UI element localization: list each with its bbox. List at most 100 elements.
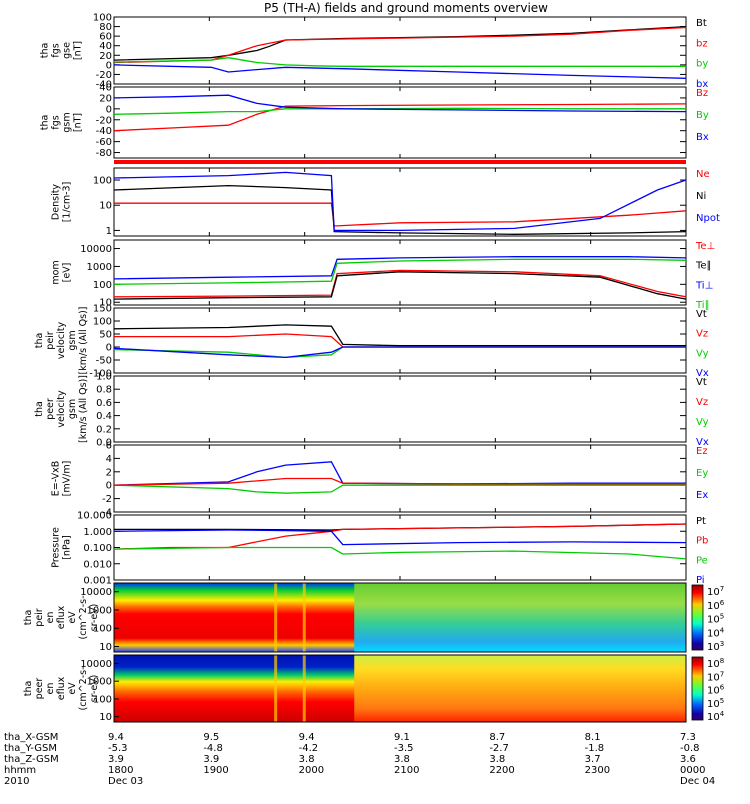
series-Te∥ <box>113 271 687 300</box>
ephem-value: -1.8 <box>585 743 605 754</box>
ytick-label: 60 <box>99 32 112 43</box>
ylabel-efield: E=-VxB [mV/m] <box>51 461 73 497</box>
ylabel-line: tha <box>23 681 34 697</box>
legend-density: Ne Ni Npot <box>696 169 720 224</box>
ytick-label: 50 <box>99 330 112 341</box>
ytick-label: 4 <box>106 454 112 465</box>
ylabel-peir_velocity: tha peir velocity gsm [km/s (All Qs)] <box>34 307 89 375</box>
ephem-value: 7.3 <box>680 732 696 743</box>
ylabel-line: [eV] <box>62 263 73 283</box>
ytick-label: 10 <box>99 642 112 653</box>
legend-entry: Bz <box>696 88 708 99</box>
legend-entry: by <box>696 59 708 70</box>
streak <box>274 655 278 722</box>
legend-entry: Ti∥ <box>695 300 710 311</box>
ylabel-line: en <box>45 683 56 695</box>
legend-entry: Ni <box>696 191 706 202</box>
colorbar-tick: 105 <box>707 697 724 710</box>
series-by <box>113 57 686 67</box>
ylabel-density: Density [1/cm-3] <box>51 182 73 223</box>
ephem-value: -0.8 <box>680 743 700 754</box>
colorbar-scale <box>691 584 704 651</box>
ylabel-peer_velocity: tha peer velocity gsm [km/s (All Qs)] <box>34 375 89 443</box>
ylabel-line: eflux <box>56 605 67 629</box>
ephem-value: 9.4 <box>299 732 315 743</box>
ephem-value: 9.4 <box>108 732 124 743</box>
ytick-label: 0.001 <box>83 576 112 587</box>
ylabel-line: tha <box>40 115 51 131</box>
ylabel-line: velocity <box>56 390 67 428</box>
ytick-label: 20 <box>99 51 112 62</box>
ytick-label: 100 <box>93 176 112 187</box>
panel-frame <box>113 444 687 513</box>
ytick-label: 1000 <box>87 262 112 273</box>
ytick-label: 100 <box>93 624 112 635</box>
colorbar-tick: 104 <box>707 626 725 639</box>
ephem-value: -3.5 <box>394 743 414 754</box>
ephem-value: -4.2 <box>299 743 319 754</box>
plot-area-peir_velocity: 150 100 50 0 -50 -100 <box>89 304 687 380</box>
ylabel-line: [1/cm-3] <box>62 182 73 223</box>
legend-entry: Ey <box>696 468 708 479</box>
panel-frame <box>113 375 687 443</box>
plot-area-pressure: 10.000 1.000 0.100 0.010 0.001 <box>77 511 687 587</box>
ytick-label: 0 <box>106 481 112 492</box>
legend-entry: bz <box>696 38 708 49</box>
ytick-label: 0.6 <box>96 398 112 409</box>
legend-entry: Bt <box>696 18 707 29</box>
legend-fgs_gsm: Bz By Bx <box>696 88 709 143</box>
ytick-label: 0.8 <box>96 385 112 396</box>
ylabel-peir_eflux: tha peir en eflux eV (cm^2-s-sr-eV) <box>23 596 100 640</box>
ytick-label: 1000 <box>87 677 112 688</box>
panel-peir_eflux: tha peir en eflux eV (cm^2-s-sr-eV)1000010001… <box>23 582 725 653</box>
ytick-label: -2 <box>102 494 112 505</box>
series-Ti⊥ <box>113 256 687 280</box>
panel-density: Density [1/cm-3] 100 10 1 Ne Ni Npot <box>51 167 720 237</box>
ephem-value: 9.1 <box>394 732 410 743</box>
ylabel-line: [nPa] <box>62 535 73 560</box>
ylabel-line: tha <box>34 333 45 349</box>
legend-peer_velocity: Vt Vz Vy Vx <box>696 377 709 448</box>
colorbar-tick: 106 <box>707 684 725 697</box>
ytick-label: -100 <box>89 369 112 380</box>
plot-area-efield: 6 4 2 0 -2 -4 <box>102 441 687 519</box>
ylabel-fgs_gse: tha fgs gse [nT] <box>40 41 84 60</box>
ytick-label: 80 <box>99 22 112 33</box>
legend-entry: Pe <box>696 555 708 566</box>
legend-entry: By <box>696 110 709 121</box>
panel-peer_eflux: tha peer en eflux eV (cm^2-s-sr-eV)1000010001… <box>23 654 725 723</box>
legend-entry: Vt <box>696 377 707 388</box>
series-Vt <box>113 324 686 347</box>
legend-entry: Vt <box>696 309 707 320</box>
ylabel-fgs_gsm: tha fgs gsm [nT] <box>40 112 84 132</box>
ylabel-line: fgs <box>51 115 62 129</box>
ylabel-line: gsm <box>62 112 73 132</box>
streak <box>302 583 306 652</box>
streak <box>302 655 306 722</box>
legend-fgs_gse: Bt bz by bx <box>696 18 708 90</box>
ylabel-peer_eflux: tha peer en eflux eV (cm^2-s-sr-eV) <box>23 667 100 711</box>
series-bz <box>113 26 687 64</box>
ephem-value: 2200 <box>489 765 514 776</box>
ylabel-line: [mV/m] <box>62 461 73 497</box>
ylabel-pressure: Pressure [nPa] <box>51 527 73 568</box>
legend-peir_velocity: Vt Vz Vy Vx <box>696 309 709 379</box>
legend-entry: Ez <box>696 446 708 457</box>
series-Ne <box>114 202 687 227</box>
panels: tha fgs gse [nT]100806040200-20-40Btbzbybxt… <box>23 13 725 724</box>
ephem-row-label: tha_Y-GSM <box>4 743 57 754</box>
legend-entry: Vx <box>696 437 709 448</box>
ytick-label: 10 <box>99 712 112 723</box>
plot-area-density: 100 10 1 <box>93 167 687 237</box>
ytick-label: 0 <box>106 104 112 115</box>
legend-entry: Npot <box>696 213 720 224</box>
legend-entry: Vz <box>696 329 708 340</box>
ylabel-line: gsm <box>67 399 78 419</box>
panel-pressure: Pressure [nPa] 10.000 1.000 0.100 0.010 0.001 P… <box>51 511 709 587</box>
ytick-label: -20 <box>96 70 112 81</box>
ytick-label: 0.0 <box>96 438 112 449</box>
ylabel-line: tha <box>40 43 51 59</box>
ytick-label: 1 <box>106 226 112 237</box>
